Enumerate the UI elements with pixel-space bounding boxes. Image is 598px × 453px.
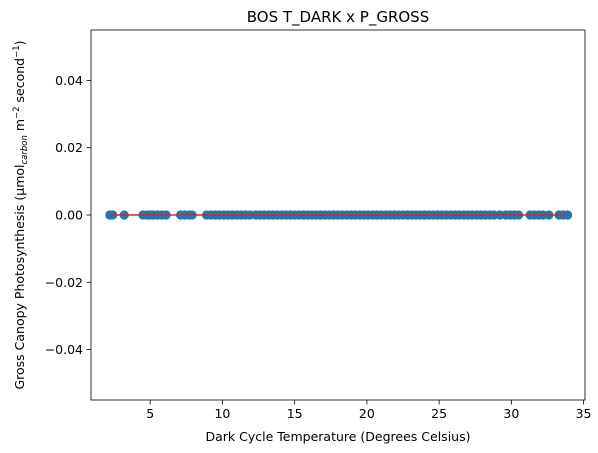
x-tick-label: 15: [287, 406, 303, 421]
y-axis-label: Gross Canopy Photosynthesis (µmolcarbon …: [12, 40, 30, 389]
y-axis-label-suffix: ): [12, 40, 27, 45]
data-point: [563, 210, 573, 220]
y-tick-label: 0.00: [55, 208, 83, 223]
x-tick-label: 10: [214, 406, 230, 421]
y-axis: −0.04 −0.02 0.00 0.02 0.04: [45, 73, 91, 357]
y-axis-label-subscript: carbon: [20, 135, 30, 164]
y-tick-label: −0.02: [45, 275, 83, 290]
y-axis-label-sup1: −2: [12, 106, 22, 119]
x-tick-label: 5: [146, 406, 154, 421]
y-tick-label: 0.04: [55, 73, 83, 88]
y-axis-label-prefix: Gross Canopy Photosynthesis (µmol: [12, 164, 27, 389]
x-axis-label: Dark Cycle Temperature (Degrees Celsius): [206, 429, 471, 444]
x-tick-label: 25: [431, 406, 447, 421]
x-axis: 5 10 15 20 25 30 35: [146, 400, 592, 421]
x-tick-label: 30: [503, 406, 519, 421]
y-axis-label-mid2: second: [12, 58, 27, 107]
y-tick-label: −0.04: [45, 342, 83, 357]
chart-title: BOS T_DARK x P_GROSS: [247, 8, 429, 27]
y-axis-label-mid1: m: [12, 119, 27, 135]
x-tick-label: 20: [359, 406, 375, 421]
y-tick-label: 0.02: [55, 140, 83, 155]
y-axis-label-sup2: −1: [12, 45, 22, 58]
x-tick-label: 35: [576, 406, 592, 421]
